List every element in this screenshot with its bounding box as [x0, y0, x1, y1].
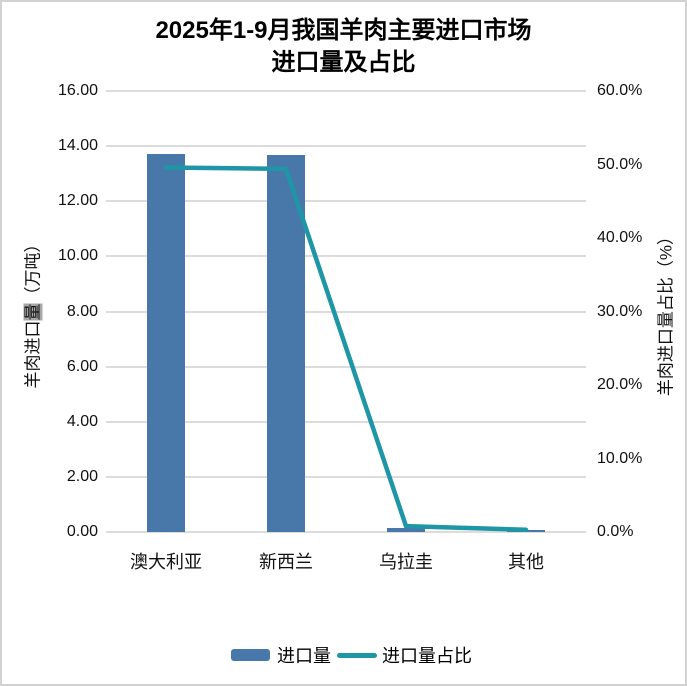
axis-title-char: （ [23, 286, 43, 304]
left-axis-tick-label: 0.00 [66, 523, 98, 540]
x-axis-category-label: 新西兰 [259, 552, 313, 572]
bar [267, 154, 305, 532]
left-axis-tick-label: 8.00 [66, 302, 98, 320]
axis-title-char: 肉 [23, 354, 43, 372]
left-axis-tick-label: 16.00 [57, 82, 98, 99]
highlighted-char: 量 [23, 303, 43, 321]
bar [387, 527, 425, 532]
gridline [106, 200, 586, 203]
x-axis-category-label: 乌拉圭 [379, 552, 433, 572]
left-axis-tick-label: 4.00 [66, 412, 98, 430]
left-axis-tick-label: 12.00 [57, 192, 98, 210]
chart-title: 2025年1-9月我国羊肉主要进口市场 进口量及占比 [2, 15, 685, 79]
gridline [106, 90, 586, 92]
right-axis-tick-label: 20.0% [597, 376, 643, 393]
gridline [106, 255, 586, 258]
left-axis-tick-label: 2.00 [66, 467, 98, 485]
legend-bar-swatch [231, 649, 270, 661]
axis-title-char: 吨 [23, 252, 43, 270]
legend-item-label: 进口量 [277, 646, 331, 666]
x-axis-category-label: 澳大利亚 [130, 552, 202, 572]
gridline [106, 310, 586, 313]
x-axis-baseline [106, 531, 586, 533]
right-axis-tick-label: 10.0% [597, 449, 643, 467]
import-share-line [163, 165, 529, 533]
axis-title-char: 口 [23, 320, 43, 338]
chart-title-line2: 进口量及占比 [271, 49, 416, 76]
axis-title-char: 羊 [23, 371, 43, 389]
chart-title-line1: 2025年1-9月我国羊肉主要进口市场 [155, 17, 532, 44]
line-series-svg [163, 165, 529, 533]
right-axis-tick-label: 30.0% [597, 302, 643, 320]
left-axis-tick-label: 10.00 [57, 247, 98, 265]
right-axis-title: 羊肉进口量占比（%） [656, 227, 676, 397]
gridline [106, 145, 586, 148]
legend-item-label: 进口量占比 [382, 646, 472, 666]
axis-title-char: 万 [23, 269, 43, 287]
left-axis-tick-label: 14.00 [57, 137, 98, 155]
bar [147, 154, 185, 532]
right-axis-tick-label: 0.0% [597, 523, 634, 540]
gridline [106, 365, 586, 368]
plot-area [106, 90, 586, 533]
right-axis-tick-label: 40.0% [597, 229, 643, 246]
x-axis-category-label: 其他 [508, 552, 544, 572]
legend: 进口量 进口量占比 [2, 643, 685, 667]
axis-title-char: 进 [23, 337, 43, 355]
left-axis-tick-label: 6.00 [66, 357, 98, 375]
gridline [106, 420, 586, 423]
left-axis-title: 羊肉进口量（万吨） [19, 236, 44, 389]
right-axis-tick-label: 60.0% [597, 82, 643, 99]
axis-title-char: ） [23, 235, 43, 253]
legend-line-swatch [337, 652, 377, 658]
right-axis-tick-label: 50.0% [597, 155, 643, 173]
gridline [106, 475, 586, 478]
